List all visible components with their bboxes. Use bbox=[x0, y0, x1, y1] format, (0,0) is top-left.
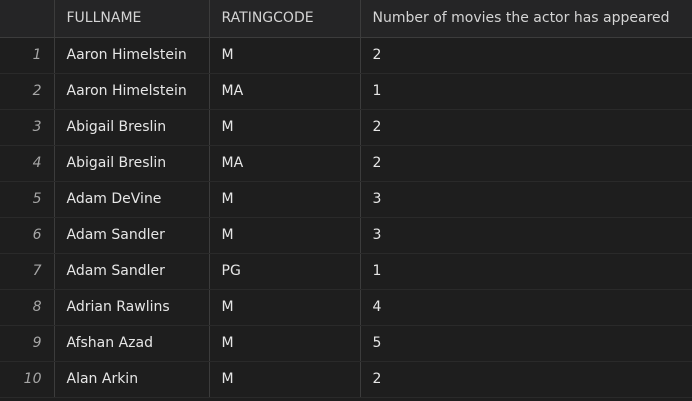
row-number-header[interactable] bbox=[0, 0, 55, 38]
cell-fullname[interactable]: Adam Sandler bbox=[54, 253, 210, 290]
row-number: 5 bbox=[0, 181, 55, 218]
row-number: 4 bbox=[0, 145, 55, 182]
cell-movie-count[interactable]: 3 bbox=[360, 217, 692, 254]
cell-movie-count[interactable]: 2 bbox=[360, 361, 692, 398]
row-number: 6 bbox=[0, 217, 55, 254]
cell-ratingcode[interactable]: M bbox=[209, 109, 361, 146]
cell-movie-count[interactable]: 1 bbox=[360, 73, 692, 110]
cell-ratingcode[interactable]: PG bbox=[209, 253, 361, 290]
cell-movie-count[interactable]: 2 bbox=[360, 37, 692, 74]
cell-ratingcode[interactable]: MA bbox=[209, 145, 361, 182]
table-row[interactable]: 10 Alan Arkin M 2 bbox=[0, 361, 692, 398]
cell-movie-count[interactable]: 2 bbox=[360, 145, 692, 182]
cell-fullname[interactable]: Adrian Rawlins bbox=[54, 289, 210, 326]
cell-ratingcode[interactable]: M bbox=[209, 325, 361, 362]
cell-ratingcode[interactable]: M bbox=[209, 181, 361, 218]
table-row[interactable]: 3 Abigail Breslin M 2 bbox=[0, 109, 692, 146]
table-row[interactable]: 8 Adrian Rawlins M 4 bbox=[0, 289, 692, 326]
table-row[interactable]: 5 Adam DeVine M 3 bbox=[0, 181, 692, 218]
row-number: 1 bbox=[0, 37, 55, 74]
row-number: 10 bbox=[0, 361, 55, 398]
cell-fullname[interactable]: Adam Sandler bbox=[54, 217, 210, 254]
row-number: 3 bbox=[0, 109, 55, 146]
column-header-ratingcode[interactable]: RATINGCODE bbox=[209, 0, 361, 38]
cell-fullname[interactable]: Abigail Breslin bbox=[54, 145, 210, 182]
column-header-fullname[interactable]: FULLNAME bbox=[54, 0, 210, 38]
cell-movie-count[interactable]: 5 bbox=[360, 325, 692, 362]
table-row[interactable]: 7 Adam Sandler PG 1 bbox=[0, 253, 692, 290]
row-number: 7 bbox=[0, 253, 55, 290]
cell-ratingcode[interactable]: M bbox=[209, 217, 361, 254]
cell-fullname[interactable]: Aaron Himelstein bbox=[54, 37, 210, 74]
cell-fullname[interactable]: Afshan Azad bbox=[54, 325, 210, 362]
cell-movie-count[interactable]: 1 bbox=[360, 253, 692, 290]
cell-ratingcode[interactable]: MA bbox=[209, 73, 361, 110]
column-header-movie-count[interactable]: Number of movies the actor has appeared bbox=[360, 0, 692, 38]
table-row[interactable]: 4 Abigail Breslin MA 2 bbox=[0, 145, 692, 182]
cell-ratingcode[interactable]: M bbox=[209, 37, 361, 74]
cell-fullname[interactable]: Abigail Breslin bbox=[54, 109, 210, 146]
cell-movie-count[interactable]: 2 bbox=[360, 109, 692, 146]
row-number: 9 bbox=[0, 325, 55, 362]
cell-movie-count[interactable]: 4 bbox=[360, 289, 692, 326]
table-row[interactable]: 1 Aaron Himelstein M 2 bbox=[0, 37, 692, 74]
row-number: 8 bbox=[0, 289, 55, 326]
cell-movie-count[interactable]: 3 bbox=[360, 181, 692, 218]
cell-ratingcode[interactable]: M bbox=[209, 361, 361, 398]
table-row[interactable]: 9 Afshan Azad M 5 bbox=[0, 325, 692, 362]
cell-ratingcode[interactable]: M bbox=[209, 289, 361, 326]
cell-fullname[interactable]: Alan Arkin bbox=[54, 361, 210, 398]
table-row[interactable]: 6 Adam Sandler M 3 bbox=[0, 217, 692, 254]
header-row: FULLNAME RATINGCODE Number of movies the… bbox=[0, 0, 692, 38]
row-number: 2 bbox=[0, 73, 55, 110]
cell-fullname[interactable]: Aaron Himelstein bbox=[54, 73, 210, 110]
cell-fullname[interactable]: Adam DeVine bbox=[54, 181, 210, 218]
table-row[interactable]: 2 Aaron Himelstein MA 1 bbox=[0, 73, 692, 110]
